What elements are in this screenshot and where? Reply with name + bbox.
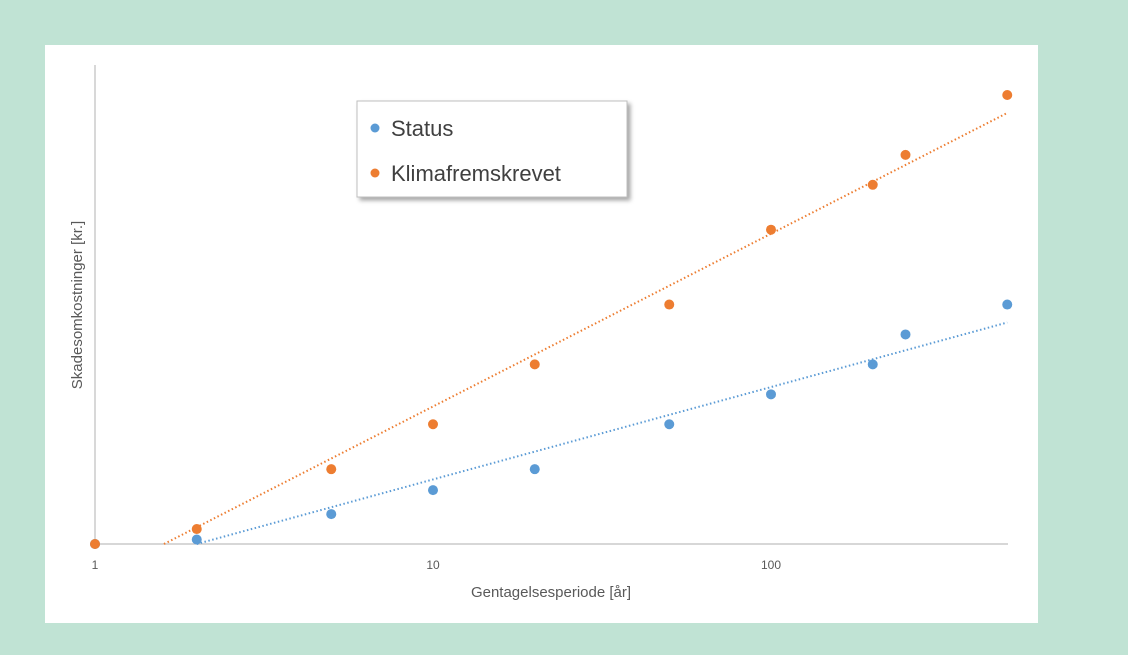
trendline-status [196,321,1008,545]
data-point-klimafremskrevet [900,149,911,160]
data-point-status [766,389,776,400]
data-point-klimafremskrevet [326,464,337,475]
scatter-chart: 1 10 100 Gentagelsesperiode [år] Skadeso… [69,65,1013,601]
data-point-status [1002,299,1013,310]
data-point-klimafremskrevet [1002,90,1013,100]
data-point-status [326,509,337,520]
legend-label-klimafremskrevet: Klimafremskrevet [391,161,561,186]
data-point-klimafremskrevet [766,224,776,235]
y-axis-title: Skadesomkostninger [kr.] [69,221,86,389]
legend-box [356,100,628,198]
data-point-status [867,359,878,370]
data-point-klimafremskrevet [90,539,100,549]
data-point-status [428,485,438,496]
data-point-status [529,464,540,475]
data-point-status [900,329,911,340]
data-points [90,90,1013,549]
trendlines [163,112,1008,545]
data-point-status [191,534,202,545]
trendline-klimafremskrevet [163,112,1008,545]
data-point-status [664,419,675,430]
legend-marker-status [370,123,380,133]
x-tick-label: 10 [426,558,440,572]
data-point-klimafremskrevet [191,524,202,535]
legend: Status Klimafremskrevet [356,100,628,198]
x-tick-label: 100 [761,558,781,572]
legend-label-status: Status [391,116,453,141]
x-tick-label: 1 [92,558,99,572]
data-point-klimafremskrevet [664,299,675,310]
data-point-klimafremskrevet [428,419,438,430]
data-point-klimafremskrevet [529,359,540,370]
legend-marker-klimafremskrevet [370,168,380,178]
x-tick-labels: 1 10 100 [92,558,782,572]
data-point-klimafremskrevet [867,179,878,190]
x-axis-title: Gentagelsesperiode [år] [471,584,631,601]
chart-panel: 1 10 100 Gentagelsesperiode [år] Skadeso… [45,45,1038,623]
